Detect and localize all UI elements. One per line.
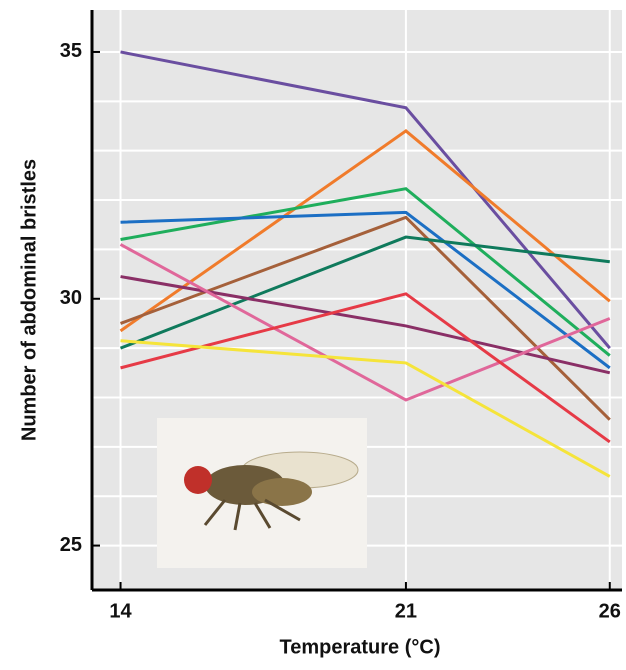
series-line [120,339,611,478]
eye [184,466,212,494]
series-line [119,243,611,402]
lines [119,50,611,478]
y-axis-label: Number of abdominal bristles [18,159,40,441]
series-line [120,275,611,375]
series-line [120,187,611,357]
series-line [119,235,610,350]
series-line [120,210,611,370]
y-tick-label: 30 [60,287,82,309]
x-tick-label: 26 [599,600,621,622]
fly-image [157,418,367,568]
abdomen [252,478,312,506]
series-line [120,292,611,444]
x-tick-label: 14 [109,600,132,622]
series-line [120,215,611,421]
x-tick-label: 21 [395,600,417,622]
x-axis-label: Temperature (°C) [280,636,441,658]
y-tick-label: 25 [60,534,82,556]
series-line [120,50,611,350]
y-tick-label: 35 [60,40,82,62]
legs [203,498,301,531]
series-line [119,129,611,333]
